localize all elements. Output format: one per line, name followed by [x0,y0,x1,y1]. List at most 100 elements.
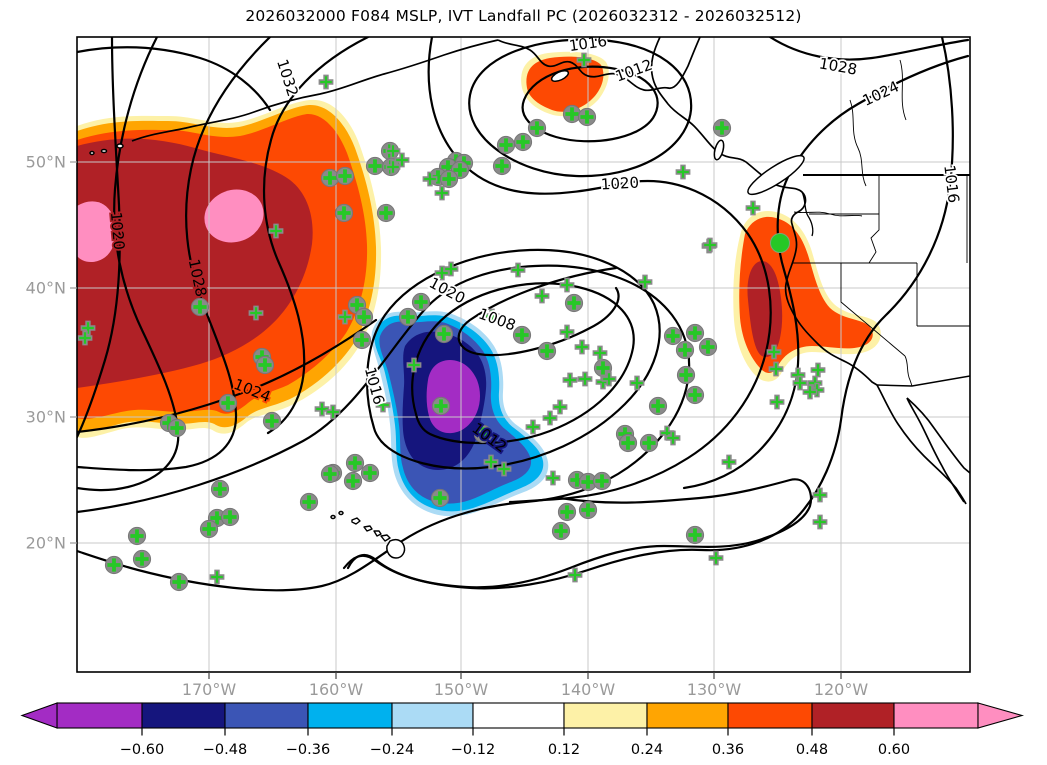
y-tick-label: 20°N [26,534,66,553]
isobar-contour [77,37,121,439]
isobar-contour [682,54,970,490]
plus-icon [202,522,216,536]
landfall-marker-plus [422,171,438,187]
plus-icon [338,169,352,183]
landfall-marker-plus [810,362,826,378]
landfall-marker-circle-plus [169,572,189,592]
landfall-marker-circle-plus [345,453,365,473]
landfall-marker-plus [510,262,526,278]
landfall-marker-circle-plus [557,502,577,522]
landfall-marker-circle-plus [562,104,582,124]
isobar-label: 1032 [273,57,302,99]
landfall-marker-plus [702,237,718,253]
isobar-layer [77,37,970,592]
landfall-marker-plus [802,384,818,400]
colorbar-segment [391,702,474,729]
plus-icon [510,262,526,278]
landfall-marker-circle-plus [365,156,385,176]
island [713,139,725,161]
plus-icon [401,310,415,324]
plus-icon [665,430,681,446]
coastline [899,59,907,121]
plus-icon [350,298,364,312]
landfall-marker-dot [770,233,790,253]
plus-icon [499,138,513,152]
landfall-marker-plus [559,324,575,340]
plus-icon [130,529,144,543]
landfall-marker-plus [318,74,334,90]
landfall-marker-plus [484,308,500,324]
landfall-marker-circle-plus [592,471,612,491]
plus-icon [172,575,186,589]
colorbar-tick-label: 0.36 [712,742,744,758]
isobar-label: 1016 [568,32,608,55]
plus-icon [379,206,393,220]
y-tick-label: 40°N [26,279,66,298]
y-tick-label: 30°N [26,408,66,427]
isobar-label: 1020 [107,211,128,251]
plus-icon [565,107,579,121]
isobar-contour [77,318,378,434]
landfall-marker-plus [314,401,330,417]
plus-icon [802,384,818,400]
plus-icon [442,172,456,186]
landfall-marker-circle-plus [127,526,147,546]
colorbar-segment [56,702,143,729]
colorbar-segment [472,702,565,729]
colorbar-segment [811,702,895,729]
coastline [363,525,373,532]
coastline [131,39,499,142]
plus-icon [77,330,93,346]
plus-icon [414,295,428,309]
plus-icon [559,277,575,293]
colorbar-segment [646,702,729,729]
landfall-marker-circle-plus [496,135,516,155]
landfall-marker-circle-plus [685,323,705,343]
plus-icon [769,394,785,410]
landfall-marker-plus [629,375,645,391]
plus-icon [443,261,459,277]
landfall-marker-plus [268,223,284,239]
plus-icon [766,344,782,360]
political-border [868,214,880,264]
colorbar-tick-label: 0.48 [796,742,828,758]
landfall-marker-circle-plus [577,107,597,127]
plus-icon [107,558,121,572]
landfall-marker-circle-plus [320,168,340,188]
landfall-marker-circle-plus [398,307,418,327]
colorbar-segment [307,702,393,729]
ivt-shaded-region [747,260,783,358]
x-tick-label: 170°W [182,680,237,699]
political-border [876,375,970,387]
plus-icon [552,399,568,415]
landfall-marker-plus [434,185,450,201]
landfall-marker-plus [576,52,592,68]
colorbar-left-arrow [20,702,58,729]
plus-icon [542,410,558,426]
landfall-marker-circle-plus [431,396,451,416]
landfall-marker-plus [337,309,353,325]
landfall-marker-plus [545,470,561,486]
plus-icon [715,121,729,135]
landfall-marker-plus [525,419,541,435]
isobar-contour [262,37,370,435]
landfall-marker-circle-plus [354,307,374,327]
isobar-contour [411,282,635,445]
plus-icon [601,371,617,387]
isobar-contour [427,37,772,504]
plus-icon [385,159,401,175]
plus-icon [348,456,362,470]
ivt-shading-layer [77,51,881,517]
landfall-marker-plus [248,305,264,321]
plus-icon [223,510,237,524]
landfall-marker-circle-plus [676,365,696,385]
island [89,150,95,156]
plus-icon [810,362,826,378]
isobar-contour [468,38,693,178]
plus-icon [265,414,279,428]
plus-icon [318,74,334,90]
landfall-marker-circle-plus [434,324,454,344]
plus-icon [515,328,529,342]
landfall-marker-plus [375,397,391,413]
